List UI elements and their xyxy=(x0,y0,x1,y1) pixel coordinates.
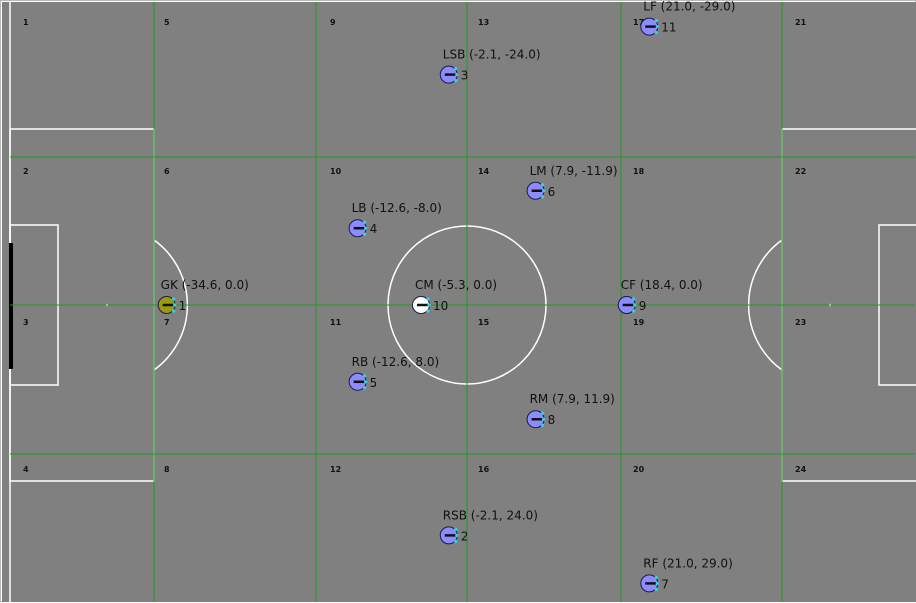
sensor-dot-icon xyxy=(454,67,458,71)
zone-label-24: 24 xyxy=(795,465,807,474)
players-layer: GK (-34.6, 0.0) 1 RSB (-2.1, 24.0) 2 LSB (-2… xyxy=(157,1,736,593)
player-rsb[interactable]: RSB (-2.1, 24.0) 2 xyxy=(439,508,538,545)
zone-label-6: 6 xyxy=(164,167,170,176)
sensor-dot-icon xyxy=(655,581,659,586)
sensor-dot-icon xyxy=(363,220,367,224)
sensor-dot-icon xyxy=(654,31,658,35)
player-number: 8 xyxy=(548,413,556,427)
sensor-dot-icon xyxy=(540,183,545,187)
player-position-label: LF (21.0, -29.0) xyxy=(643,1,735,14)
left-goal xyxy=(9,243,13,369)
sensor-dot-icon xyxy=(540,411,545,415)
player-number: 5 xyxy=(370,376,378,390)
zone-label-10: 10 xyxy=(330,167,342,176)
zone-label-18: 18 xyxy=(633,167,645,176)
player-number: 3 xyxy=(461,69,469,83)
zone-label-12: 12 xyxy=(330,465,341,474)
zone-label-23: 23 xyxy=(795,318,806,327)
player-rm[interactable]: RM (7.9, 11.9) 8 xyxy=(526,392,615,429)
player-lsb[interactable]: LSB (-2.1, -24.0) 3 xyxy=(439,48,541,84)
sensor-dot-icon xyxy=(655,25,659,29)
player-position-label: RB (-12.6, 8.0) xyxy=(352,355,440,369)
zone-label-11: 11 xyxy=(330,318,342,327)
zone-label-13: 13 xyxy=(478,18,489,27)
zone-label-22: 22 xyxy=(795,167,806,176)
zone-label-1: 1 xyxy=(23,18,29,27)
player-position-label: RSB (-2.1, 24.0) xyxy=(443,508,538,522)
sensor-dot-icon xyxy=(426,297,430,301)
sensor-dot-icon xyxy=(541,417,546,421)
zone-label-17: 17 xyxy=(633,18,644,27)
zone-label-9: 9 xyxy=(330,18,336,27)
sensor-dot-icon xyxy=(654,575,658,580)
sensor-dot-icon xyxy=(364,380,368,384)
sensor-dot-icon xyxy=(455,533,459,538)
player-rb[interactable]: RB (-12.6, 8.0) 5 xyxy=(348,355,440,391)
sensor-dot-icon xyxy=(541,189,546,193)
sensor-dot-icon xyxy=(654,19,658,23)
player-cm[interactable]: CM (-5.3, 0.0) 10 xyxy=(411,278,497,314)
player-lb[interactable]: LB (-12.6, -8.0) 4 xyxy=(348,201,442,238)
zone-label-19: 19 xyxy=(633,318,645,327)
zone-label-7: 7 xyxy=(164,318,170,327)
player-number: 4 xyxy=(370,222,378,236)
sensor-dot-icon xyxy=(172,309,176,313)
player-position-label: RM (7.9, 11.9) xyxy=(530,392,615,406)
zone-label-5: 5 xyxy=(164,18,170,27)
sensor-dot-icon xyxy=(540,423,545,427)
player-position-label: LM (7.9, -11.9) xyxy=(530,164,618,178)
sensor-dot-icon xyxy=(363,386,367,390)
sensor-dot-icon xyxy=(364,226,368,230)
player-number: 6 xyxy=(548,185,556,199)
sensor-dot-icon xyxy=(454,79,458,83)
zone-label-21: 21 xyxy=(795,18,807,27)
sensor-dot-icon xyxy=(632,309,636,313)
player-rf[interactable]: RF (21.0, 29.0) 7 xyxy=(640,556,733,593)
sensor-dot-icon xyxy=(632,297,636,301)
player-lm[interactable]: LM (7.9, -11.9) 6 xyxy=(526,164,618,200)
sensor-dot-icon xyxy=(427,303,431,307)
zone-label-3: 3 xyxy=(23,318,29,327)
player-number: 9 xyxy=(639,299,647,313)
player-position-label: LSB (-2.1, -24.0) xyxy=(443,48,541,62)
player-number: 11 xyxy=(661,21,676,35)
player-number: 10 xyxy=(433,299,448,313)
zone-label-16: 16 xyxy=(478,465,490,474)
zone-label-15: 15 xyxy=(478,318,490,327)
sensor-dot-icon xyxy=(363,374,367,378)
sensor-dot-icon xyxy=(363,232,367,236)
zone-label-14: 14 xyxy=(478,167,490,176)
player-lf[interactable]: LF (21.0, -29.0) 11 xyxy=(640,1,736,36)
sensor-dot-icon xyxy=(633,303,637,307)
sensor-dot-icon xyxy=(426,309,430,313)
sensor-dot-icon xyxy=(172,297,176,301)
sensor-dot-icon xyxy=(173,303,177,307)
player-gk[interactable]: GK (-34.6, 0.0) 1 xyxy=(157,278,249,314)
player-number: 7 xyxy=(661,577,669,591)
sensor-dot-icon xyxy=(454,527,458,532)
zone-label-8: 8 xyxy=(164,465,170,474)
player-cf[interactable]: CF (18.4, 0.0) 9 xyxy=(617,278,703,314)
player-position-label: LB (-12.6, -8.0) xyxy=(352,201,442,215)
sensor-dot-icon xyxy=(540,195,545,199)
zone-label-2: 2 xyxy=(23,167,29,176)
player-position-label: CF (18.4, 0.0) xyxy=(621,278,703,292)
player-position-label: GK (-34.6, 0.0) xyxy=(161,278,249,292)
player-position-label: CM (-5.3, 0.0) xyxy=(415,278,497,292)
player-number: 1 xyxy=(179,299,187,313)
sensor-dot-icon xyxy=(654,587,658,592)
player-position-label: RF (21.0, 29.0) xyxy=(643,556,732,570)
player-number: 2 xyxy=(461,529,469,543)
sensor-dot-icon xyxy=(454,539,458,544)
sensor-dot-icon xyxy=(455,73,459,77)
zone-label-4: 4 xyxy=(23,465,29,474)
zone-label-20: 20 xyxy=(633,465,645,474)
